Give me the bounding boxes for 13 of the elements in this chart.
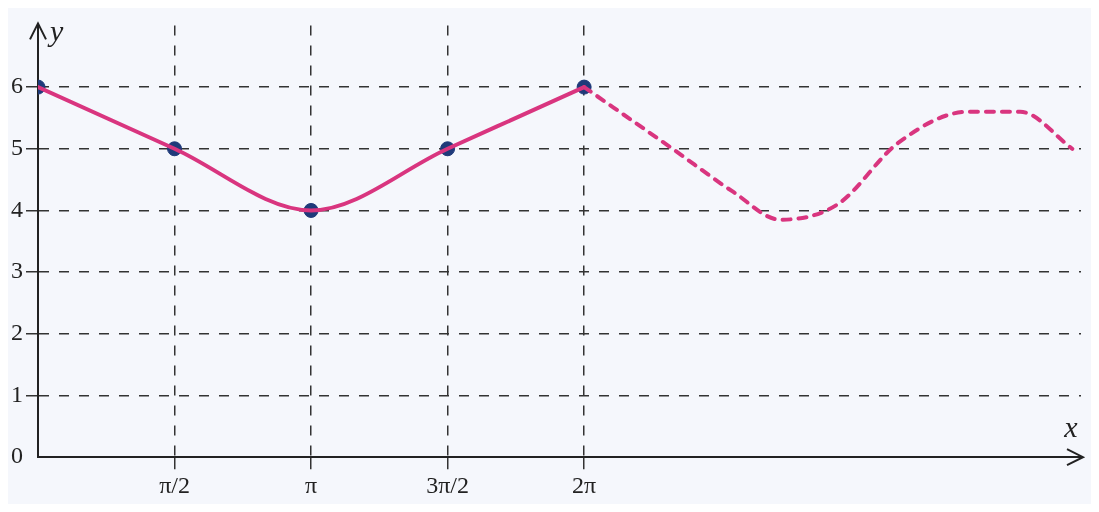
y-tick-label: 1 [11, 380, 23, 407]
x-tick-label: π/2 [159, 471, 190, 498]
y-tick-label: 5 [11, 134, 23, 161]
y-tick-label: 3 [11, 257, 23, 284]
x-axis-title: x [1063, 410, 1079, 444]
x-tick-label: 3π/2 [426, 471, 469, 498]
y-tick-label: 6 [11, 72, 23, 99]
y-axis-title: y [47, 14, 64, 48]
y-tick-label: 0 [11, 442, 23, 469]
y-tick-label: 2 [11, 319, 23, 346]
x-tick-label: π [304, 471, 318, 498]
y-tick-label: 4 [11, 195, 23, 222]
x-tick-label: 2π [572, 471, 597, 498]
